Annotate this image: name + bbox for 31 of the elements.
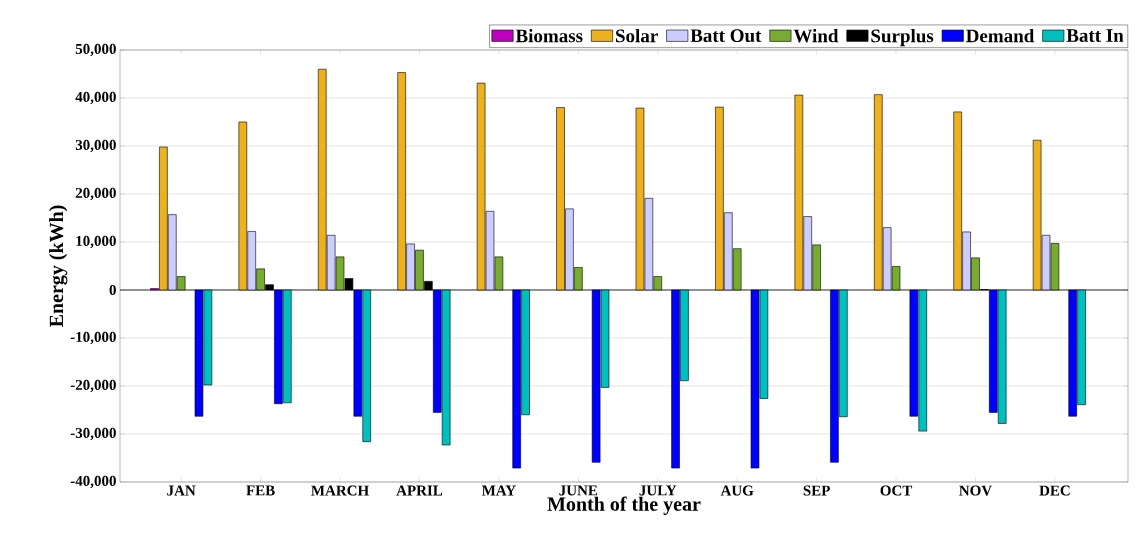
y-tick-label: 0	[109, 284, 116, 296]
legend-label: Demand	[966, 28, 1035, 43]
y-tick-label: -10,000	[70, 331, 116, 345]
x-tick-label: JULY	[639, 485, 677, 496]
y-axis-title: Energy (kWh)	[49, 205, 68, 328]
x-tick-label: NOV	[959, 485, 992, 496]
legend-label: Batt In	[1066, 29, 1124, 42]
y-tick-label: -30,000	[70, 427, 116, 441]
x-tick-label: SEP	[803, 485, 830, 496]
legend-label: Biomass	[515, 28, 583, 43]
legend-label: Surplus	[871, 28, 934, 47]
x-tick-label: APRIL	[396, 485, 443, 496]
legend-label: Solar	[615, 28, 658, 43]
y-tick-label: 10,000	[76, 235, 116, 249]
x-tick-label: JUNE	[559, 485, 598, 496]
x-axis-title: Month of the year	[547, 496, 701, 515]
y-tick-label: 50,000	[75, 43, 116, 57]
x-tick-label: DEC	[1039, 485, 1070, 496]
legend-label: Batt Out	[690, 29, 762, 43]
x-tick-label: FEB	[246, 485, 275, 496]
y-tick-label: 30,000	[75, 139, 116, 153]
x-tick-label: MAY	[481, 485, 516, 496]
x-tick-label: MARCH	[311, 485, 369, 496]
x-tick-label: AUG	[720, 485, 754, 496]
legend-label: Wind	[793, 28, 839, 43]
y-tick-label: 20,000	[75, 187, 116, 201]
x-tick-label: JAN	[167, 485, 196, 496]
x-tick-label: OCT	[880, 485, 913, 496]
y-tick-label: -20,000	[70, 379, 116, 393]
y-tick-label: 40,000	[75, 91, 116, 105]
y-tick-label: -40,000	[70, 475, 116, 489]
